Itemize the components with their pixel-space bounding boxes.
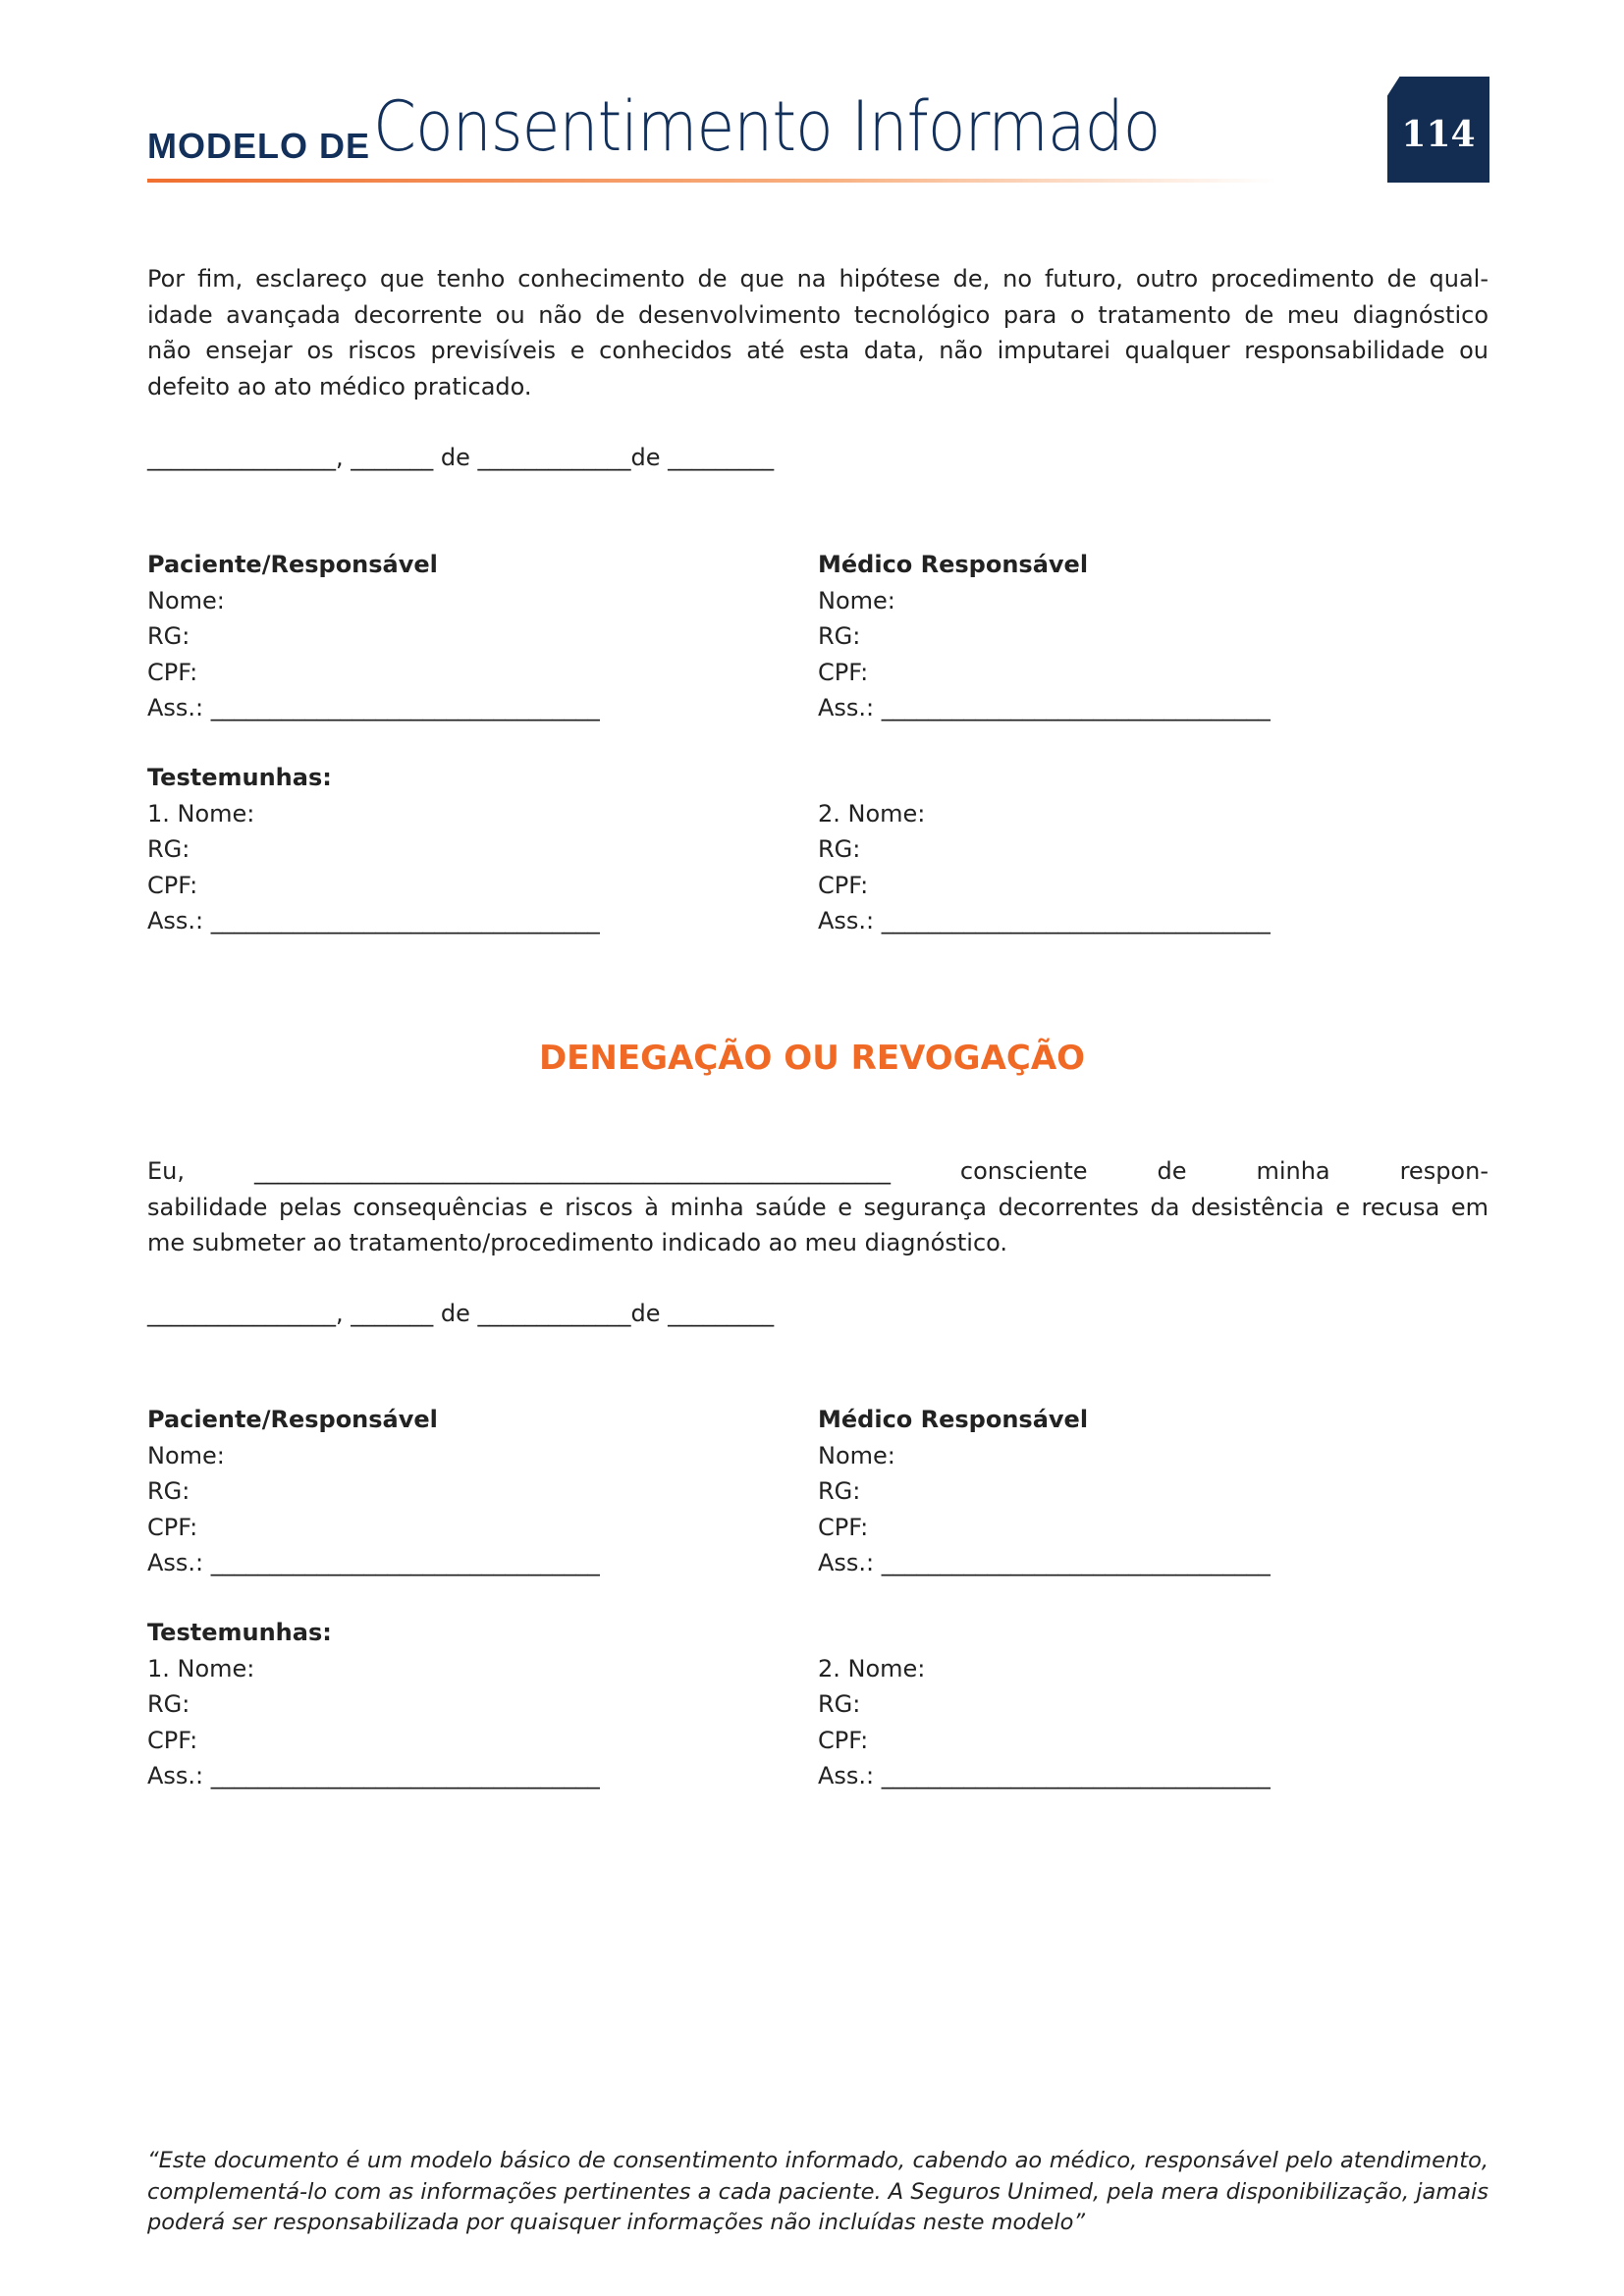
cpf-field[interactable]: CPF: [818, 1726, 869, 1754]
disclaimer-line: “Este documento é um modelo básico de co… [147, 2148, 1489, 2173]
date-line: ________________, _______ de ___________… [147, 444, 775, 471]
paragraph-line: Eu, ____________________________________… [147, 1157, 1489, 1185]
witness-1-signature: Testemunhas: 1. Nome: RG: CPF: Ass.: ___… [147, 760, 776, 939]
paragraph-line: me submeter ao tratamento/procedimento i… [147, 1229, 1008, 1257]
signature-field[interactable]: Ass.: _________________________________ [818, 1762, 1271, 1790]
cpf-field[interactable]: CPF: [147, 1726, 198, 1754]
rg-field[interactable]: RG: [818, 622, 861, 651]
witness-2-signature: 2. Nome: RG: CPF: Ass.: ________________… [818, 1615, 1446, 1794]
revocation-paragraph: Eu, ____________________________________… [147, 1153, 1489, 1261]
cpf-field[interactable]: CPF: [147, 871, 198, 899]
cpf-field[interactable]: CPF: [818, 658, 869, 686]
rg-field[interactable]: RG: [147, 622, 190, 651]
signature-field[interactable]: Ass.: _________________________________ [147, 1762, 600, 1790]
witnesses-title [818, 1615, 1446, 1651]
page-number-badge: 114 [1387, 77, 1489, 183]
disclaimer: “Este documento é um modelo básico de co… [147, 2146, 1489, 2239]
paragraph-line: Por fim, esclareço que tenho conheciment… [147, 265, 1489, 293]
witnesses-title: Testemunhas: [147, 1619, 332, 1646]
signature-field[interactable]: Ass.: _________________________________ [818, 907, 1271, 935]
witness-name-field[interactable]: 1. Nome: [147, 799, 255, 828]
witnesses-title [818, 760, 1446, 796]
witness-2-signature: 2. Nome: RG: CPF: Ass.: ________________… [818, 760, 1446, 939]
header-prefix: MODELO DE [147, 126, 371, 166]
intro-paragraph: Por fim, esclareço que tenho conheciment… [147, 261, 1489, 404]
witness-name-field[interactable]: 1. Nome: [147, 1654, 255, 1682]
signature-field[interactable]: Ass.: _________________________________ [147, 694, 600, 722]
witness-name-field[interactable]: 2. Nome: [818, 1654, 926, 1682]
paragraph-line: não ensejar os riscos previsíveis e conh… [147, 337, 1489, 365]
patient-signature: Paciente/Responsável Nome: RG: CPF: Ass.… [147, 547, 776, 726]
patient-title: Paciente/Responsável [147, 1406, 438, 1433]
patient-signature: Paciente/Responsável Nome: RG: CPF: Ass.… [147, 1402, 776, 1581]
cpf-field[interactable]: CPF: [147, 658, 198, 686]
header-rule [147, 179, 1276, 183]
rg-field[interactable]: RG: [818, 835, 861, 864]
page-title: Consentimento Informado [373, 86, 1161, 167]
paragraph-line: defeito ao ato médico praticado. [147, 372, 532, 400]
witnesses-title: Testemunhas: [147, 764, 332, 791]
name-field[interactable]: Nome: [818, 1441, 895, 1469]
cpf-field[interactable]: CPF: [147, 1513, 198, 1541]
rg-field[interactable]: RG: [818, 1477, 861, 1506]
patient-title: Paciente/Responsável [147, 551, 438, 578]
signature-field[interactable]: Ass.: _________________________________ [818, 694, 1271, 722]
name-field[interactable]: Nome: [147, 586, 225, 614]
name-field[interactable]: Nome: [147, 1441, 225, 1469]
paragraph-line: idade avançada decorrente ou não de dese… [147, 300, 1489, 329]
rg-field[interactable]: RG: [147, 1477, 190, 1506]
paragraph-line: sabilidade pelas consequências e riscos … [147, 1193, 1489, 1221]
doctor-signature: Médico Responsável Nome: RG: CPF: Ass.: … [818, 1402, 1446, 1581]
signature-field[interactable]: Ass.: _________________________________ [147, 1549, 600, 1577]
rg-field[interactable]: RG: [147, 835, 190, 864]
doctor-title: Médico Responsável [818, 1406, 1089, 1433]
name-field[interactable]: Nome: [818, 586, 895, 614]
section-title: DENEGAÇÃO OU REVOGAÇÃO [538, 1039, 1086, 1078]
signature-field[interactable]: Ass.: _________________________________ [818, 1549, 1271, 1577]
date-line: ________________, _______ de ___________… [147, 1300, 775, 1327]
cpf-field[interactable]: CPF: [818, 871, 869, 899]
doctor-title: Médico Responsável [818, 551, 1089, 578]
rg-field[interactable]: RG: [818, 1690, 861, 1719]
witness-1-signature: Testemunhas: 1. Nome: RG: CPF: Ass.: ___… [147, 1615, 776, 1794]
rg-field[interactable]: RG: [147, 1690, 190, 1719]
doctor-signature: Médico Responsável Nome: RG: CPF: Ass.: … [818, 547, 1446, 726]
signature-field[interactable]: Ass.: _________________________________ [147, 907, 600, 935]
witness-name-field[interactable]: 2. Nome: [818, 799, 926, 828]
disclaimer-line: poderá ser responsabilizada por quaisque… [147, 2210, 1086, 2235]
disclaimer-line: complementá-lo com as informações pertin… [147, 2178, 1489, 2205]
cpf-field[interactable]: CPF: [818, 1513, 869, 1541]
